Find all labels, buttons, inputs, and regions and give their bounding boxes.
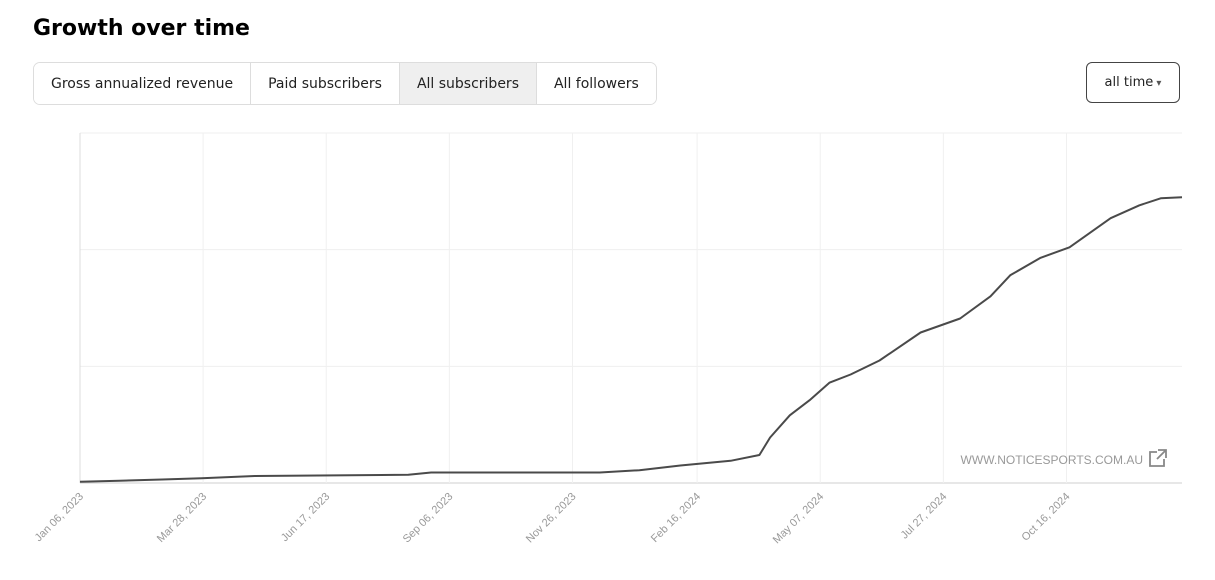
x-tick-label: Jan 06, 2023 [33, 491, 86, 544]
x-tick-label: Jul 27, 2024 [899, 491, 950, 542]
x-tick-label: Mar 28, 2023 [155, 491, 209, 545]
x-tick-label: Oct 16, 2024 [1020, 491, 1073, 544]
data-line [79, 196, 1183, 483]
page-title: Growth over time [33, 16, 250, 41]
tab[interactable]: Paid subscribers [251, 63, 400, 104]
x-tick-label: May 07, 2024 [771, 491, 827, 547]
tab-bar: Gross annualized revenue Paid subscribers… [33, 62, 657, 105]
range-select[interactable]: all time [1086, 62, 1180, 103]
watermark: WWW.NOTICESPORTS.COM.AU [961, 453, 1143, 467]
external-link-icon [1149, 449, 1167, 467]
x-tick-label: Sep 06, 2023 [401, 491, 456, 546]
x-tick-label: Nov 26, 2023 [524, 491, 579, 546]
tab[interactable]: Gross annualized revenue [34, 63, 252, 104]
x-tick-label: Jun 17, 2023 [279, 491, 332, 544]
x-tick-label: Feb 16, 2024 [649, 491, 703, 545]
tab[interactable]: All subscribers [399, 63, 537, 104]
tab[interactable]: All followers [536, 63, 656, 104]
